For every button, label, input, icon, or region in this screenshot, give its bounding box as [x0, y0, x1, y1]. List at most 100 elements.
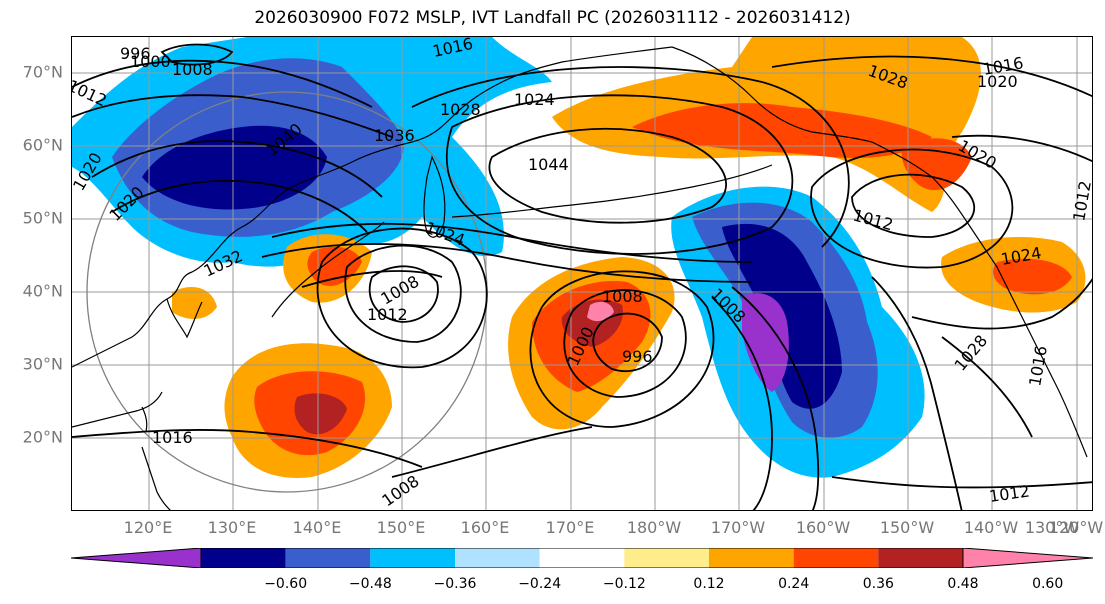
lat-label-20: 20°N [22, 427, 63, 447]
colorbar-tick-label: −0.12 [602, 576, 646, 592]
isobar-subtropical-1 [72, 429, 423, 468]
colorbar-segments [71, 548, 1093, 568]
isobar-low-central-3 [529, 270, 715, 428]
colorbar-tick-label: −0.36 [433, 576, 477, 592]
isobar-pacific-high-2 [446, 94, 794, 255]
colorbar-extend-high [962, 548, 1093, 568]
isobar-siberian-1 [72, 59, 373, 108]
isobar-north-lows [160, 43, 234, 66]
shade-pacific-max [587, 301, 614, 322]
colorbar-tick-label: 0.48 [947, 576, 979, 592]
coast-philippines [141, 446, 171, 510]
isobar-ne-high-3 [871, 276, 963, 510]
colorbar-segment [878, 548, 963, 568]
colorbar-tick-label: −0.24 [518, 576, 562, 592]
isobar-label: 1012 [367, 305, 408, 324]
colorbar-tick-label: 0.60 [1032, 576, 1064, 592]
isobar-east-ridge-2 [941, 336, 1033, 438]
isobar-east-ridge [911, 278, 1092, 330]
lon-label-130w: 130°W [1024, 518, 1080, 537]
isobar-low-central [592, 312, 663, 372]
isobar-siberian-4 [111, 179, 368, 233]
coast-kamchatka [423, 155, 446, 238]
isobar-subtropical-2 [391, 426, 593, 478]
colorbar-segment [793, 548, 879, 568]
isobar-label: 1020 [977, 72, 1018, 91]
isobar-label: 1008 [172, 60, 213, 79]
isobar-trough [711, 296, 773, 510]
isobar-label: 1000 [130, 52, 171, 71]
lon-label-160e: 160°E [460, 518, 510, 537]
isobar-label: 996 [120, 44, 151, 63]
colorbar-tick-label: 0.36 [862, 576, 894, 592]
shade-canada-north [901, 138, 972, 191]
isobar-label: 1008 [378, 272, 423, 309]
isobar-label: 1012 [988, 481, 1031, 505]
lon-label-120w: 120°W [1048, 518, 1104, 537]
colorbar-segment [709, 548, 794, 568]
isobar-jetband-3 [301, 270, 443, 288]
isobar-arctic-2 [951, 134, 1092, 163]
shade-alaska-core [632, 103, 932, 158]
isobar-pacific-high-1 [488, 127, 727, 224]
colorbar [71, 548, 1093, 568]
isobar-low-central-2 [563, 289, 687, 398]
lat-label-50: 50°N [22, 208, 63, 228]
isobar-subtropical-3 [831, 476, 1092, 489]
colorbar-segment [285, 548, 371, 568]
isobar-label: 1008 [602, 287, 643, 306]
lon-label-120e: 120°E [123, 518, 173, 537]
lat-label-60: 60°N [22, 135, 63, 155]
colorbar-tick-label: −0.60 [264, 576, 308, 592]
colorbar-extend-low [71, 548, 202, 568]
isobars [72, 43, 1092, 510]
isobar-jetband-1 [271, 222, 753, 263]
isobar-label: 1012 [1069, 179, 1093, 222]
shade-nepac-purple [742, 293, 789, 392]
colorbar-tick-label: 0.12 [693, 576, 725, 592]
lat-label-70: 70°N [22, 62, 63, 82]
isobar-label: 1012 [851, 206, 895, 235]
colorbar-segment [201, 548, 286, 568]
lon-label-140e: 140°E [292, 518, 342, 537]
isobar-label: 1016 [152, 428, 193, 447]
colorbar-segment [370, 548, 455, 568]
lat-label-30: 30°N [22, 354, 63, 374]
colorbar-segment [624, 548, 709, 568]
colorbar-outline [200, 548, 964, 568]
colorbar-tick-label: −0.48 [348, 576, 392, 592]
map-title: 2026030900 F072 MSLP, IVT Landfall PC (2… [254, 8, 851, 28]
shade-philippine-core [294, 393, 347, 435]
isobar-label: 1028 [951, 331, 992, 374]
isobar-label: 1024 [514, 90, 555, 109]
lon-label-170e: 170°E [545, 518, 595, 537]
isobar-label: 1044 [528, 155, 569, 174]
isobar-trough-2 [731, 286, 820, 510]
isobar-low-west-3 [316, 227, 488, 369]
shade-nwamerica-core [993, 258, 1072, 295]
coast-taiwan [141, 406, 148, 432]
map-canvas: 996 1000 1008 1016 1012 1024 1028 1036 1… [72, 37, 1093, 510]
isobar-label: 1012 [72, 76, 110, 110]
isobar-label: 1036 [374, 126, 415, 145]
isobar-label: 1008 [378, 471, 422, 510]
isobar-ne-high-2 [810, 148, 1014, 269]
isobar-pacific-high-3 [411, 66, 850, 248]
coast-china-south [72, 391, 163, 428]
map-panel: 996 1000 1008 1016 1012 1024 1028 1036 1… [71, 36, 1093, 511]
lon-label-150w: 150°W [879, 518, 935, 537]
colorbar-tick-label: 0.24 [778, 576, 810, 592]
coast-nwamerica [966, 221, 1088, 458]
lon-label-150e: 150°E [376, 518, 426, 537]
lon-label-180w: 180°W [626, 518, 682, 537]
isobar-label: 1016 [1025, 344, 1051, 387]
lon-label-130e: 130°E [207, 518, 257, 537]
isobar-low-west [368, 265, 439, 323]
ivt-shading [72, 37, 1086, 478]
shade-korea [172, 287, 217, 319]
isobar-siberian-3 [91, 140, 383, 198]
coast-korea [166, 298, 203, 339]
isobar-arctic [771, 55, 1092, 98]
isobar-siberian-2 [72, 94, 393, 138]
colorbar-segment [539, 548, 625, 568]
